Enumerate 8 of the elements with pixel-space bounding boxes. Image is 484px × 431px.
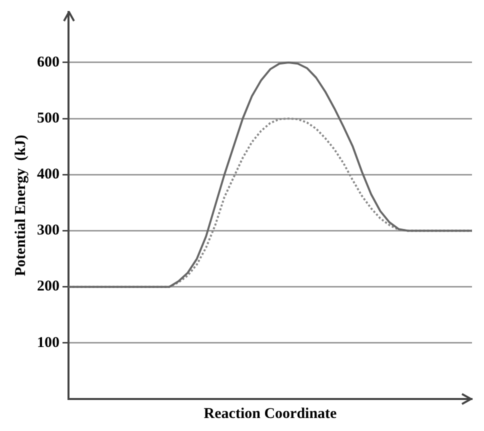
y-tick-label: 500: [37, 110, 60, 126]
y-tick-label: 400: [37, 166, 60, 183]
y-axis-title: Potential Energy (kJ): [12, 134, 29, 276]
y-tick-label: 600: [37, 54, 60, 70]
x-axis-title: Reaction Coordinate: [204, 406, 338, 422]
y-tick-label: 300: [37, 222, 60, 239]
y-tick-label: 200: [37, 278, 60, 295]
y-tick-label: 100: [37, 334, 60, 351]
